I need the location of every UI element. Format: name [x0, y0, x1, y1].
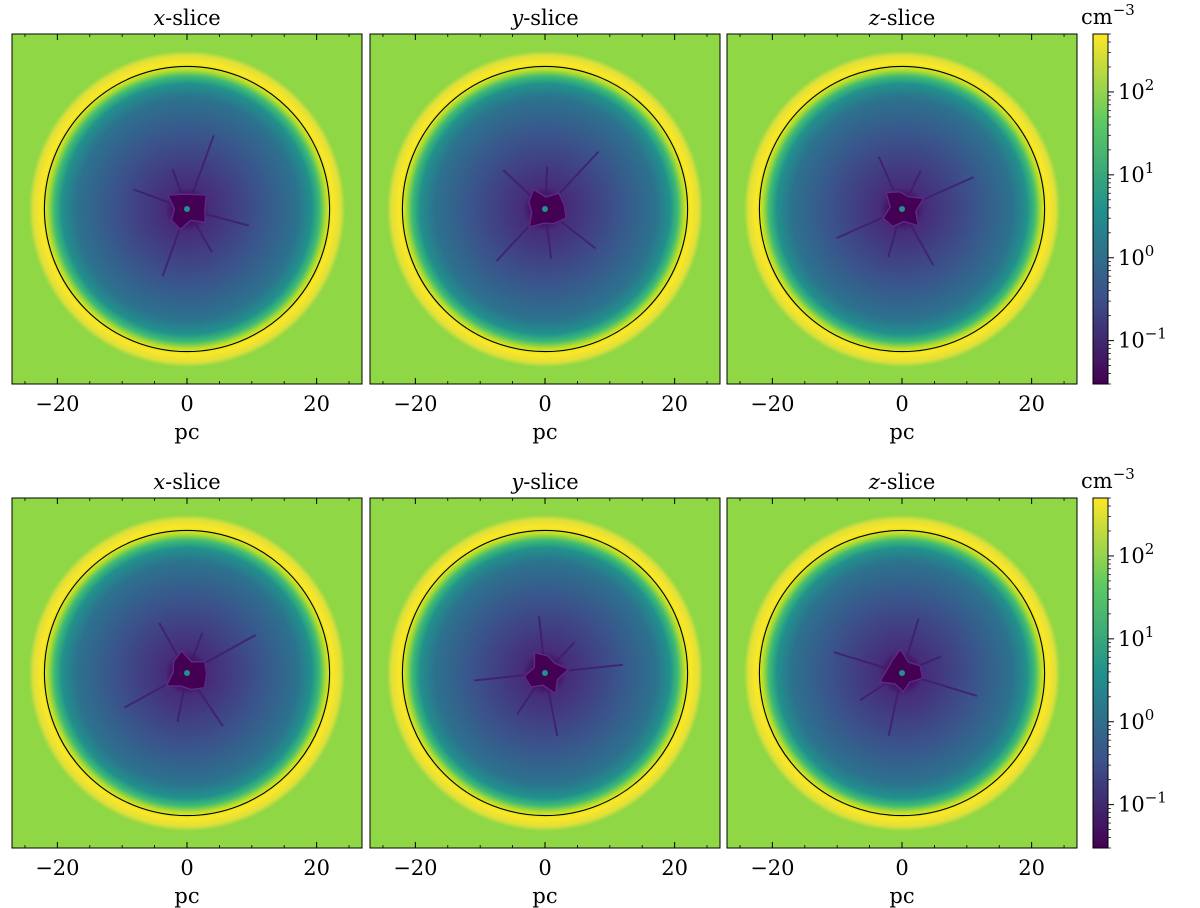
x-tick-label: −20: [750, 856, 794, 880]
panel-title-suffix: -slice: [523, 470, 579, 494]
reference-circle: [43, 65, 331, 353]
panel-title-suffix: -slice: [880, 6, 936, 30]
panel-title: x-slice: [153, 470, 220, 494]
colorbar-tick-label: 102: [1118, 76, 1154, 104]
colorbar-unit-exponent: −3: [1113, 1, 1135, 19]
x-tick-label: 20: [303, 392, 330, 416]
x-tick-label: 0: [180, 392, 193, 416]
x-axis-label: pc: [532, 420, 557, 444]
x-tick-label: 0: [895, 856, 908, 880]
colorbar-tick-label: 100: [1118, 242, 1154, 270]
slice-panel-z-row1: [727, 34, 1077, 384]
colorbar-tick-base: 10: [1118, 627, 1145, 651]
colorbar-unit-base: cm: [1081, 5, 1113, 29]
colorbar-tick-exponent: −1: [1145, 325, 1167, 343]
colorbar-tick-label: 100: [1118, 706, 1154, 734]
panel-title: z-slice: [868, 470, 936, 494]
central-source: [542, 670, 548, 676]
panel-title: y-slice: [510, 6, 578, 30]
x-tick-label: 20: [303, 856, 330, 880]
panel-title: x-slice: [153, 6, 220, 30]
colorbar-tick-exponent: 1: [1145, 159, 1155, 177]
reference-circle: [758, 65, 1046, 353]
colorbar-unit: cm−3: [1081, 465, 1135, 493]
panel-title-axis: z: [868, 6, 881, 30]
panel-title-suffix: -slice: [165, 6, 221, 30]
panel-title-axis: x: [153, 6, 165, 30]
panel-title-suffix: -slice: [165, 470, 221, 494]
reference-circle: [758, 529, 1046, 817]
x-tick-label: −20: [393, 856, 437, 880]
central-source: [899, 206, 905, 212]
panel-title-axis: x: [153, 470, 165, 494]
central-source: [542, 206, 548, 212]
colorbar-tick-base: 10: [1118, 710, 1145, 734]
colorbar-tick-base: 10: [1118, 80, 1145, 104]
x-axis-label: pc: [889, 884, 914, 908]
colorbar-tick-base: 10: [1118, 246, 1145, 270]
x-tick-label: 20: [1018, 856, 1045, 880]
colorbar-tick-exponent: 2: [1145, 76, 1155, 94]
colorbar-tick-exponent: −1: [1145, 789, 1167, 807]
slice-panel-x-row2: [12, 498, 362, 848]
colorbar-tick-label: 101: [1118, 159, 1154, 187]
reference-circle: [401, 65, 689, 353]
colorbar-tick-base: 10: [1118, 329, 1145, 353]
colorbar-unit-exponent: −3: [1113, 465, 1135, 483]
central-source: [184, 670, 190, 676]
colorbar-tick-base: 10: [1118, 793, 1145, 817]
x-tick-label: −20: [35, 392, 79, 416]
x-axis-label: pc: [174, 420, 199, 444]
central-source: [184, 206, 190, 212]
panel-title: y-slice: [510, 470, 578, 494]
x-axis-label: pc: [889, 420, 914, 444]
slice-panel-z-row2: [727, 498, 1077, 848]
x-tick-label: 0: [538, 392, 551, 416]
x-tick-label: 20: [661, 856, 688, 880]
colorbar: [1092, 497, 1109, 849]
x-tick-label: 20: [661, 392, 688, 416]
x-tick-label: −20: [393, 392, 437, 416]
x-tick-label: 20: [1018, 392, 1045, 416]
x-tick-label: −20: [35, 856, 79, 880]
reference-circle: [401, 529, 689, 817]
colorbar-tick-label: 102: [1118, 540, 1154, 568]
x-axis-label: pc: [532, 884, 557, 908]
slice-panel-y-row2: [370, 498, 720, 848]
panel-title-axis: y: [510, 470, 524, 494]
x-tick-label: 0: [895, 392, 908, 416]
colorbar-tick-exponent: 0: [1145, 242, 1155, 260]
colorbar-tick-label: 10−1: [1118, 789, 1167, 817]
colorbar-tick-base: 10: [1118, 544, 1145, 568]
x-tick-label: 0: [180, 856, 193, 880]
x-tick-label: −20: [750, 392, 794, 416]
panel-title-axis: y: [510, 6, 524, 30]
colorbar-unit-base: cm: [1081, 469, 1113, 493]
reference-circle: [43, 529, 331, 817]
slice-panel-x-row1: [12, 34, 362, 384]
colorbar-tick-label: 10−1: [1118, 325, 1167, 353]
colorbar-tick-label: 101: [1118, 623, 1154, 651]
panel-title-suffix: -slice: [880, 470, 936, 494]
colorbar-unit: cm−3: [1081, 1, 1135, 29]
x-axis-label: pc: [174, 884, 199, 908]
slice-panel-y-row1: [370, 34, 720, 384]
colorbar-tick-exponent: 1: [1145, 623, 1155, 641]
colorbar-tick-base: 10: [1118, 163, 1145, 187]
central-source: [899, 670, 905, 676]
colorbar: [1092, 33, 1109, 385]
panel-title-suffix: -slice: [523, 6, 579, 30]
colorbar-tick-exponent: 0: [1145, 706, 1155, 724]
x-tick-label: 0: [538, 856, 551, 880]
colorbar-tick-exponent: 2: [1145, 540, 1155, 558]
panel-title-axis: z: [868, 470, 881, 494]
panel-title: z-slice: [868, 6, 936, 30]
